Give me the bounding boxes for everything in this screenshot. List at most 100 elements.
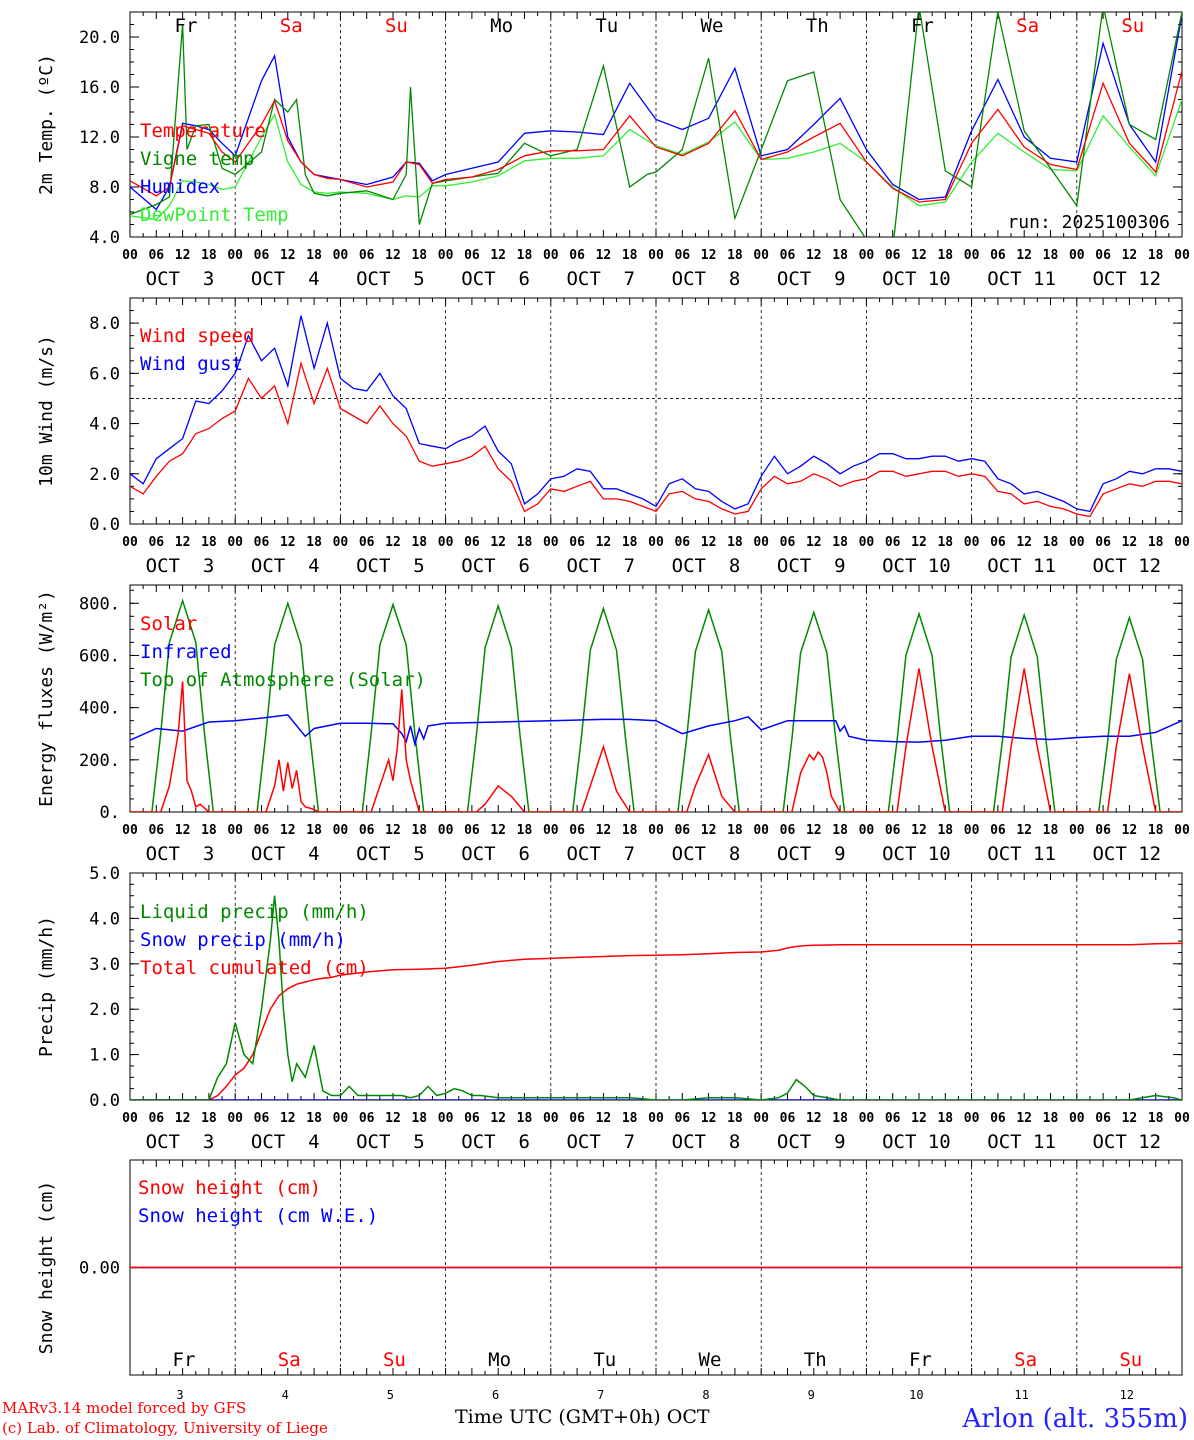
date-label: OCT 5 <box>356 268 425 290</box>
date-label: OCT 5 <box>356 1131 425 1153</box>
day-name: Sa <box>1016 15 1039 37</box>
legend-entry: Liquid precip (mm/h) <box>140 901 369 923</box>
hour-tick-label: 12 <box>1016 248 1032 263</box>
series-line-humidex <box>130 14 1182 211</box>
hour-tick-label: 00 <box>122 248 138 263</box>
hour-tick-label: 06 <box>674 1111 690 1126</box>
day-name: Mo <box>488 1349 511 1371</box>
hour-tick-label: 18 <box>727 248 743 263</box>
legend-entry: Wind gust <box>140 353 243 375</box>
series-line-wind-speed <box>130 360 1182 518</box>
series-line-dewpoint-temp <box>130 99 1182 221</box>
hour-tick-label: 12 <box>701 535 717 550</box>
hour-tick-label: 12 <box>175 1111 191 1126</box>
hour-tick-label: 18 <box>517 535 533 550</box>
y-tick-label: 0.0 <box>89 1091 120 1111</box>
hour-tick-label: 12 <box>911 1111 927 1126</box>
hour-tick-label: 00 <box>648 535 664 550</box>
hour-tick-label: 00 <box>964 248 980 263</box>
legend-entry: Total cumulated (cm) <box>140 957 369 979</box>
hour-tick-label: 06 <box>1095 823 1111 838</box>
hour-tick-label: 06 <box>780 248 796 263</box>
hour-tick-label: 12 <box>280 823 296 838</box>
hour-tick-label: 00 <box>122 1111 138 1126</box>
hour-tick-label: 12 <box>1016 823 1032 838</box>
y-tick-label: 2.0 <box>89 1000 120 1020</box>
hour-tick-label: 12 <box>175 535 191 550</box>
date-label: OCT 9 <box>777 268 846 290</box>
hour-tick-label: 18 <box>201 1111 217 1126</box>
hour-tick-label: 00 <box>543 535 559 550</box>
hour-tick-label: 00 <box>1174 248 1190 263</box>
hour-tick-label: 00 <box>543 1111 559 1126</box>
hour-tick-label: 00 <box>1174 823 1190 838</box>
hour-tick-label: 12 <box>1122 823 1138 838</box>
hour-tick-label: 00 <box>438 1111 454 1126</box>
hour-tick-label: 06 <box>148 1111 164 1126</box>
hour-tick-label: 12 <box>490 1111 506 1126</box>
hour-tick-label: 12 <box>911 248 927 263</box>
y-tick-label: 0.00 <box>79 1259 120 1279</box>
hour-tick-label: 18 <box>1043 823 1059 838</box>
day-number: 8 <box>702 1388 709 1402</box>
hour-tick-label: 18 <box>306 248 322 263</box>
legend-entry: Snow height (cm) <box>138 1177 321 1199</box>
hour-tick-label: 18 <box>832 535 848 550</box>
hour-tick-label: 00 <box>859 1111 875 1126</box>
date-label: OCT 3 <box>146 1131 215 1153</box>
hour-tick-label: 00 <box>227 248 243 263</box>
x-axis-title-text: Time UTC (GMT+0h) <box>455 1406 661 1428</box>
hour-tick-label: 06 <box>885 248 901 263</box>
date-label: OCT 3 <box>146 843 215 865</box>
hour-tick-label: 00 <box>753 248 769 263</box>
hour-tick-label: 18 <box>411 823 427 838</box>
day-name: Fr <box>909 1349 932 1371</box>
y-axis-label: 2m Temp. (ºC) <box>36 54 57 195</box>
hour-tick-label: 12 <box>1016 1111 1032 1126</box>
hour-tick-label: 00 <box>1174 1111 1190 1126</box>
hour-tick-label: 18 <box>727 535 743 550</box>
date-label: OCT 6 <box>461 268 530 290</box>
hour-tick-label: 18 <box>937 1111 953 1126</box>
hour-tick-label: 06 <box>464 1111 480 1126</box>
hour-tick-label: 00 <box>859 248 875 263</box>
hour-tick-label: 18 <box>411 248 427 263</box>
hour-tick-label: 00 <box>859 823 875 838</box>
hour-tick-label: 06 <box>254 1111 270 1126</box>
y-axis-label: 10m Wind (m/s) <box>36 335 57 487</box>
hour-tick-label: 00 <box>648 248 664 263</box>
hour-tick-label: 00 <box>648 1111 664 1126</box>
hour-tick-label: 00 <box>1174 535 1190 550</box>
day-name: We <box>701 15 724 37</box>
hour-tick-label: 00 <box>648 823 664 838</box>
series-line-vigne-temp <box>130 12 1182 237</box>
date-label: OCT 5 <box>356 555 425 577</box>
hour-tick-label: 18 <box>622 1111 638 1126</box>
hour-tick-label: 00 <box>227 823 243 838</box>
y-tick-label: 800. <box>79 594 120 614</box>
hour-tick-label: 12 <box>806 535 822 550</box>
hour-tick-label: 00 <box>1069 823 1085 838</box>
y-tick-label: 400. <box>79 699 120 719</box>
hour-tick-label: 12 <box>596 1111 612 1126</box>
hour-tick-label: 06 <box>674 535 690 550</box>
date-label: OCT 10 <box>882 843 951 865</box>
y-tick-label: 8.0 <box>89 178 120 198</box>
date-label: OCT 10 <box>882 268 951 290</box>
hour-tick-label: 00 <box>333 535 349 550</box>
hour-tick-label: 00 <box>333 248 349 263</box>
hour-tick-label: 12 <box>701 823 717 838</box>
hour-tick-label: 06 <box>359 1111 375 1126</box>
hour-tick-label: 18 <box>201 535 217 550</box>
date-label: OCT 9 <box>777 843 846 865</box>
hour-tick-label: 18 <box>201 823 217 838</box>
hour-tick-label: 06 <box>990 823 1006 838</box>
hour-tick-label: 06 <box>569 823 585 838</box>
hour-tick-label: 00 <box>122 535 138 550</box>
hour-tick-label: 00 <box>543 823 559 838</box>
hour-tick-label: 00 <box>438 823 454 838</box>
hour-tick-label: 12 <box>1016 535 1032 550</box>
hour-tick-label: 06 <box>885 535 901 550</box>
date-label: OCT 12 <box>1092 843 1161 865</box>
hour-tick-label: 00 <box>964 1111 980 1126</box>
